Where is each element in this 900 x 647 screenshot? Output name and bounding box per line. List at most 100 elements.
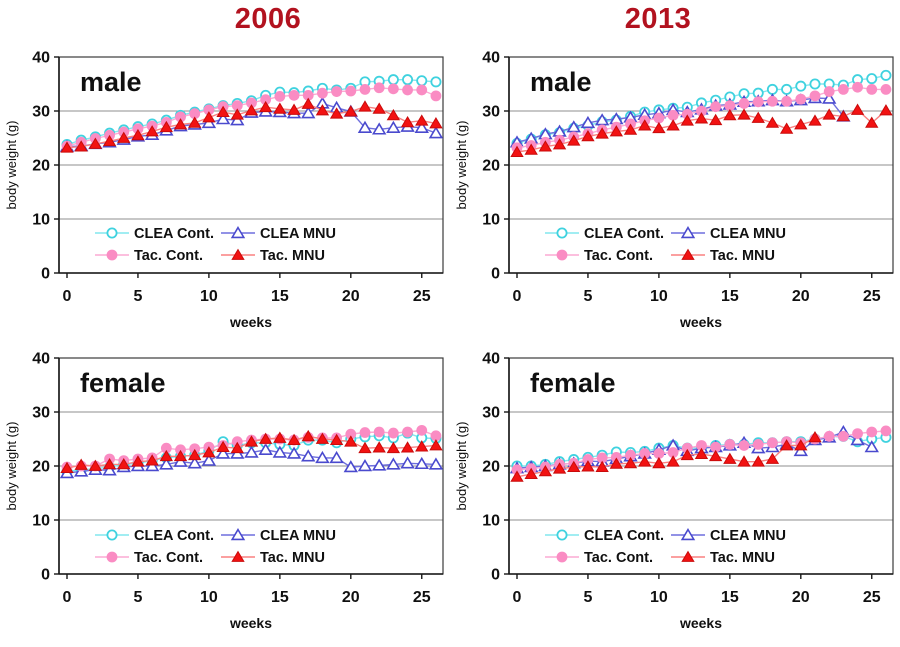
series-marker-clea-mnu (428, 126, 444, 139)
series-marker-tac-mnu (694, 447, 709, 460)
x-tick-label: 0 (513, 288, 522, 305)
series-marker-tac-mnu (301, 429, 315, 442)
legend-marker-tac-cont (556, 551, 568, 563)
legend-marker-tac-mnu (681, 550, 695, 562)
x-axis-title: weeks (679, 615, 722, 631)
series-marker-tac-cont (837, 84, 849, 95)
series-marker-tac-mnu (258, 432, 273, 444)
series-marker-clea-mnu (850, 433, 865, 446)
series-marker-tac-mnu (737, 455, 751, 467)
series-marker-tac-mnu (808, 430, 822, 443)
series-marker-tac-cont (416, 424, 428, 436)
legend-marker-tac-cont (106, 249, 118, 261)
legend-label-clea-cont: CLEA Cont. (134, 226, 214, 242)
x-tick-label: 10 (200, 589, 218, 606)
series-marker-tac-cont (373, 82, 385, 94)
series-marker-tac-cont (373, 426, 385, 438)
series-marker-tac-cont (852, 81, 863, 93)
series-marker-clea-cont (430, 76, 442, 88)
series-marker-tac-mnu (581, 129, 595, 142)
y-tick-label: 30 (482, 104, 500, 121)
series-marker-tac-mnu (202, 111, 216, 123)
series-marker-clea-cont (766, 83, 778, 95)
x-tick-label: 10 (650, 589, 668, 606)
series-marker-tac-mnu (216, 440, 230, 452)
series-marker-clea-mnu (301, 106, 316, 119)
series-marker-tac-mnu (173, 118, 188, 130)
legend-marker-tac-mnu (681, 248, 695, 260)
series-marker-tac-mnu (202, 446, 216, 458)
series-marker-tac-mnu (694, 112, 709, 124)
series-marker-tac-mnu (708, 449, 723, 462)
series-marker-tac-mnu (258, 100, 273, 113)
series-marker-tac-cont (430, 90, 442, 102)
y-tick-label: 40 (32, 50, 50, 67)
x-axis-title: weeks (229, 615, 272, 631)
legend-label-tac-mnu: Tac. MNU (260, 550, 325, 566)
y-tick-label: 30 (482, 405, 500, 422)
x-tick-label: 20 (342, 288, 360, 305)
series-marker-tac-mnu (358, 441, 372, 454)
series-marker-tac-mnu (273, 431, 287, 443)
x-tick-label: 10 (200, 288, 218, 305)
x-tick-label: 20 (342, 589, 360, 606)
x-tick-label: 5 (133, 589, 142, 606)
series-marker-tac-cont (402, 84, 413, 96)
series-marker-tac-cont (288, 89, 300, 101)
series-marker-tac-mnu (230, 441, 244, 454)
y-tick-label: 40 (482, 50, 500, 67)
y-tick-label: 0 (491, 567, 500, 584)
legend-label-tac-mnu: Tac. MNU (710, 248, 775, 264)
series-marker-clea-mnu (580, 115, 596, 129)
series-marker-tac-cont (724, 439, 736, 450)
series-marker-tac-mnu (666, 119, 680, 131)
series-marker-tac-mnu (510, 470, 524, 482)
legend-marker-tac-mnu (231, 550, 245, 562)
series-marker-tac-cont (767, 437, 778, 449)
column-title-2013: 2013 (624, 3, 692, 35)
chart-2013-female: 0 10 20 30 40 0 5 10 15 20 25 female weeks body weigh… (454, 351, 894, 631)
x-tick-label: 20 (792, 288, 810, 305)
series-marker-tac-mnu (808, 114, 822, 126)
column-title-2006: 2006 (234, 3, 302, 35)
y-tick-label: 40 (482, 351, 500, 368)
series-marker-clea-mnu (386, 457, 401, 470)
series-marker-tac-cont (837, 430, 849, 442)
series-marker-clea-mnu (400, 456, 415, 469)
series-marker-tac-mnu (173, 449, 188, 462)
series-marker-tac-cont (359, 84, 371, 95)
x-tick-label: 15 (721, 589, 739, 606)
y-tick-label: 0 (41, 266, 50, 283)
series-marker-tac-mnu (88, 137, 103, 149)
series-marker-tac-mnu (567, 134, 581, 146)
series-marker-tac-cont (738, 98, 750, 109)
x-tick-label: 20 (792, 589, 810, 606)
legend-label-clea-mnu: CLEA MNU (710, 528, 786, 544)
series-marker-tac-mnu (652, 121, 666, 134)
series-marker-clea-cont (880, 69, 892, 81)
series-marker-tac-mnu (879, 104, 893, 116)
legend-label-tac-cont: Tac. Cont. (584, 248, 653, 264)
series-marker-clea-cont (402, 74, 414, 86)
series-marker-tac-cont (781, 95, 793, 107)
series-marker-clea-cont (866, 73, 878, 85)
y-tick-label: 30 (32, 104, 50, 121)
x-tick-label: 0 (513, 589, 522, 606)
series-marker-tac-mnu (836, 110, 851, 122)
series-marker-clea-mnu (272, 445, 288, 458)
legend-marker-clea-cont (556, 529, 568, 541)
series-marker-tac-mnu (822, 108, 836, 120)
legend-label-clea-cont: CLEA Cont. (134, 528, 214, 544)
series-marker-tac-mnu (117, 131, 131, 143)
series-marker-clea-mnu (821, 91, 837, 104)
series-marker-tac-cont (866, 84, 878, 95)
series-marker-clea-mnu (159, 457, 174, 470)
series-marker-tac-mnu (131, 128, 145, 141)
series-marker-clea-mnu (371, 122, 387, 135)
series-marker-tac-mnu (372, 441, 386, 453)
series-marker-tac-mnu (524, 467, 538, 479)
series-marker-tac-mnu (666, 455, 680, 467)
y-tick-label: 20 (482, 158, 500, 175)
series-marker-clea-mnu (102, 463, 117, 476)
